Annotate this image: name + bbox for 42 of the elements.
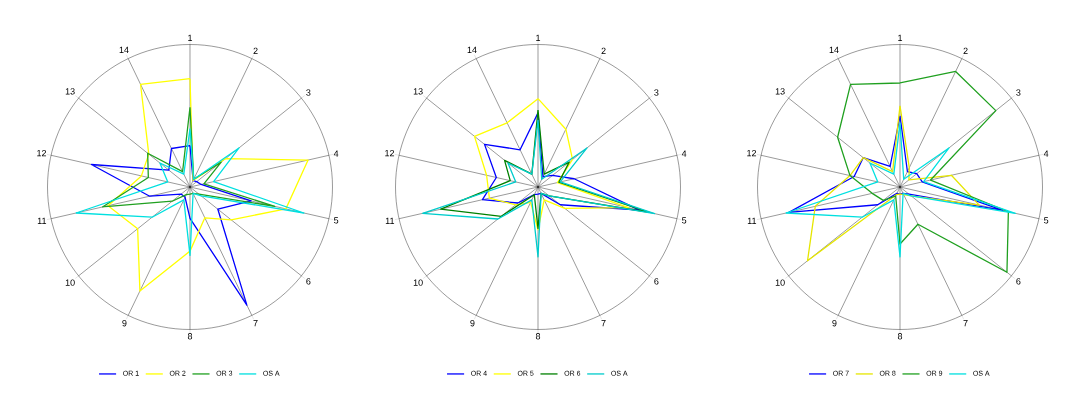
spoke-label: 4 (681, 150, 687, 157)
spoke-label: 8 (187, 333, 193, 340)
spoke-label: 8 (535, 333, 541, 340)
spoke-label: 10 (65, 279, 75, 286)
spoke-label: 4 (1043, 150, 1049, 157)
spoke-label: 11 (385, 217, 395, 224)
spoke-label: 5 (681, 217, 687, 224)
spoke-label: 2 (601, 47, 606, 54)
spoke-label: 6 (654, 278, 659, 285)
spoke-label: 5 (1043, 217, 1049, 224)
spoke-label: 12 (37, 149, 47, 157)
spoke-label: 9 (470, 320, 475, 327)
spoke-label: 11 (37, 217, 47, 224)
spoke-label: 2 (963, 47, 968, 54)
spoke-label: 5 (333, 217, 339, 224)
spoke-label: 2 (253, 47, 258, 54)
spoke-label: 9 (832, 320, 837, 327)
spoke-label: 14 (119, 46, 129, 53)
spoke-label: 12 (385, 149, 395, 157)
spoke-label: 4 (333, 150, 339, 157)
spoke-label: 13 (775, 88, 785, 95)
spoke-label: 12 (747, 149, 757, 157)
spoke-label: 1 (536, 34, 541, 41)
spoke-label: 9 (122, 320, 127, 327)
spoke-label: 7 (601, 320, 606, 327)
spoke-label: 14 (467, 46, 477, 53)
spoke-label: 7 (963, 320, 968, 327)
spoke-label: 14 (829, 46, 839, 53)
spoke-label: 10 (775, 279, 785, 286)
spoke-label: 1 (188, 34, 193, 41)
spoke-label: 6 (306, 278, 311, 285)
spoke-label: 10 (413, 279, 423, 286)
spoke-label: 3 (654, 89, 659, 96)
spoke-label: 3 (1016, 89, 1021, 96)
spoke-label: 8 (897, 333, 903, 340)
spoke-label: 13 (413, 88, 423, 95)
spoke-label: 6 (1016, 278, 1021, 285)
spoke-label: 1 (898, 34, 903, 41)
spoke-label: 3 (306, 89, 311, 96)
spoke-label: 7 (253, 320, 258, 327)
spoke-label: 13 (65, 88, 75, 95)
spoke-label: 11 (747, 217, 757, 224)
